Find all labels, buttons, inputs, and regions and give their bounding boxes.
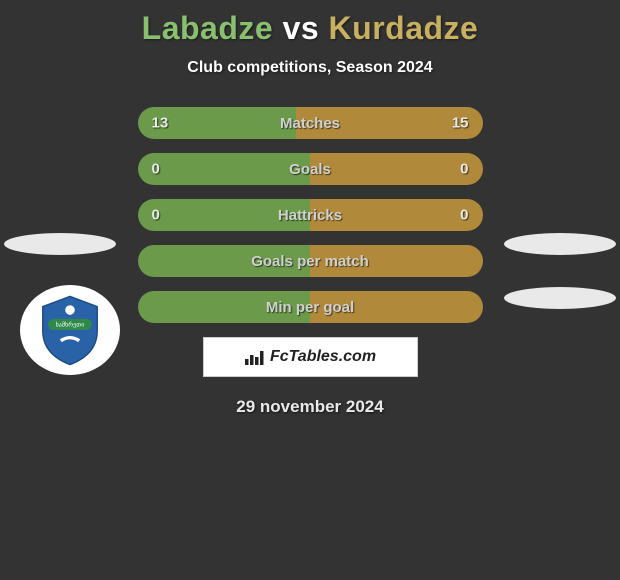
bar-value-left: 13 (152, 115, 169, 132)
bar-value-right: 15 (452, 115, 469, 132)
placeholder-oval-right-1 (504, 233, 616, 255)
bar-value-left: 0 (152, 161, 160, 178)
bar-label: Matches (280, 115, 340, 132)
brand-box[interactable]: FcTables.com (203, 337, 418, 377)
placeholder-oval-right-2 (504, 287, 616, 309)
comparison-bars: Matches 13 15 Goals 0 0 Hattricks 0 0 Goals per m… (138, 107, 483, 323)
club-badge: ხამხრეთი (20, 285, 120, 375)
bar-label: Goals (289, 161, 331, 178)
title-vs: vs (283, 10, 320, 46)
stat-bar: Matches 13 15 (138, 107, 483, 139)
bar-label: Goals per match (251, 253, 369, 270)
placeholder-oval-left (4, 233, 116, 255)
stat-bar: Min per goal (138, 291, 483, 323)
page-title: Labadze vs Kurdadze (0, 0, 620, 47)
bar-fill-left (138, 153, 311, 185)
bar-fill-right (310, 153, 483, 185)
bar-value-right: 0 (460, 161, 468, 178)
bar-label: Hattricks (278, 207, 342, 224)
date-label: 29 november 2024 (0, 397, 620, 417)
content-area: ხამხრეთი Matches1315Goals00Hattricks00Go… (0, 107, 620, 417)
bar-chart-icon (244, 348, 266, 366)
subtitle: Club competitions, Season 2024 (0, 59, 620, 77)
bar-label: Min per goal (266, 299, 354, 316)
svg-text:ხამხრეთი: ხამხრეთი (56, 320, 85, 328)
title-player2: Kurdadze (329, 10, 479, 46)
bar-value-right: 0 (460, 207, 468, 224)
brand-text: FcTables.com (270, 348, 376, 366)
stat-bar: Goals per match (138, 245, 483, 277)
shield-icon: ხამხრეთი (35, 293, 105, 368)
stat-bar: Hattricks 0 0 (138, 199, 483, 231)
stat-bar: Goals 0 0 (138, 153, 483, 185)
title-player1: Labadze (142, 10, 274, 46)
bar-value-left: 0 (152, 207, 160, 224)
